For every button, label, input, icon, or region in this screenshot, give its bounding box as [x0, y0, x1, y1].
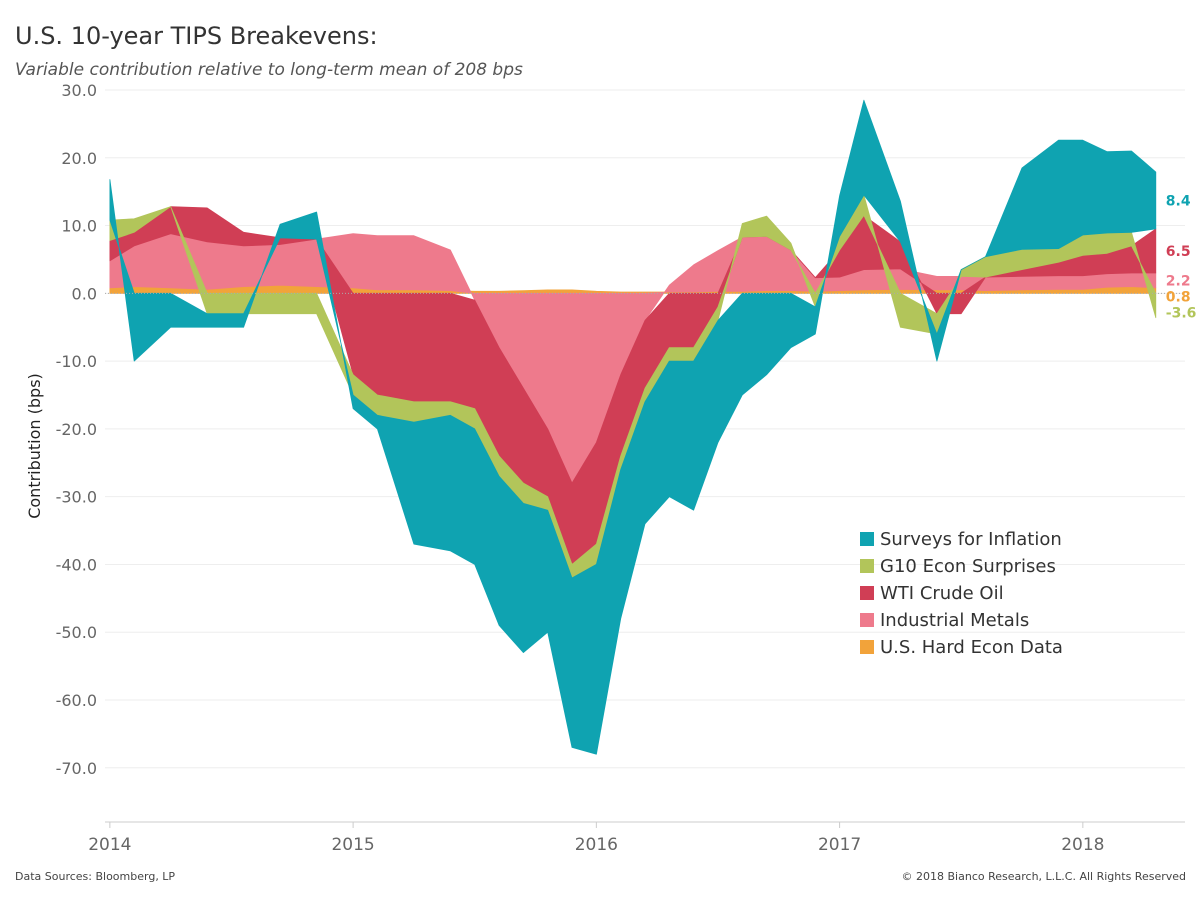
legend-swatch — [860, 532, 874, 546]
legend: Surveys for Inflation G10 Econ Surprises W… — [860, 529, 1063, 658]
y-tick-label: -30.0 — [56, 488, 97, 507]
chart-subtitle: Variable contribution relative to long-t… — [15, 60, 523, 80]
y-axis-label: Contribution (bps) — [25, 373, 44, 519]
y-tick-label: -10.0 — [56, 352, 97, 371]
legend-swatch — [860, 640, 874, 654]
x-axis-ticks: 2014 2015 2016 2017 2018 — [88, 821, 1185, 855]
x-tick-label: 2014 — [88, 835, 131, 855]
end-label: 8.4 — [1166, 193, 1191, 209]
y-tick-label: -70.0 — [56, 759, 97, 778]
end-value-labels: 8.4 6.5 2.20.8-3.6 — [1166, 193, 1197, 321]
y-tick-label: 10.0 — [61, 217, 97, 236]
legend-swatch — [860, 559, 874, 573]
y-axis-ticks: 30.0 20.0 10.0 0.0 -10.0 -20.0 -30.0 -40.0 -50.0… — [56, 81, 97, 778]
y-tick-label: -20.0 — [56, 420, 97, 439]
x-tick-label: 2018 — [1061, 835, 1104, 855]
y-tick-label: -40.0 — [56, 555, 97, 574]
y-tick-label: -60.0 — [56, 691, 97, 710]
area-surveys-for-inflation — [109, 99, 1157, 755]
chart-title: U.S. 10-year TIPS Breakevens: — [15, 22, 378, 50]
y-tick-label: 20.0 — [61, 149, 97, 168]
end-label: 0.8 — [1166, 289, 1191, 305]
plot-areas — [109, 99, 1157, 755]
legend-label: U.S. Hard Econ Data — [880, 637, 1063, 658]
legend-swatch — [860, 613, 874, 627]
legend-swatch — [860, 586, 874, 600]
end-label: -3.6 — [1166, 305, 1197, 321]
footer-source: Data Sources: Bloomberg, LP — [15, 870, 176, 883]
x-tick-label: 2015 — [331, 835, 374, 855]
x-tick-label: 2017 — [818, 835, 861, 855]
legend-label: Surveys for Inflation — [880, 529, 1062, 550]
legend-label: Industrial Metals — [880, 610, 1029, 631]
footer-copyright: © 2018 Bianco Research, L.L.C. All Right… — [901, 870, 1186, 883]
x-tick-label: 2016 — [575, 835, 618, 855]
y-tick-label: 30.0 — [61, 81, 97, 100]
legend-label: G10 Econ Surprises — [880, 556, 1056, 577]
end-label: 2.2 — [1166, 273, 1191, 289]
end-label: 6.5 — [1166, 244, 1191, 260]
y-tick-label: 0.0 — [72, 284, 97, 303]
legend-label: WTI Crude Oil — [880, 583, 1004, 604]
y-tick-label: -50.0 — [56, 623, 97, 642]
